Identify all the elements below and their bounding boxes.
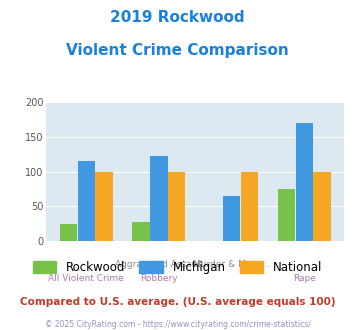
Bar [95, 172, 113, 241]
Text: All Violent Crime: All Violent Crime [48, 274, 124, 283]
Bar [313, 172, 331, 241]
Bar [60, 224, 77, 241]
Bar [168, 172, 185, 241]
Text: Violent Crime Comparison: Violent Crime Comparison [66, 43, 289, 58]
Bar [296, 123, 313, 241]
Text: Murder & Mans...: Murder & Mans... [193, 260, 270, 269]
Bar [132, 222, 150, 241]
Bar [223, 196, 240, 241]
Bar [77, 160, 95, 241]
Bar [278, 189, 295, 241]
Text: Aggravated Assault: Aggravated Assault [115, 260, 203, 269]
Bar [241, 172, 258, 241]
Bar [150, 156, 168, 241]
Text: Compared to U.S. average. (U.S. average equals 100): Compared to U.S. average. (U.S. average … [20, 297, 335, 307]
Text: Rape: Rape [293, 274, 316, 283]
Text: © 2025 CityRating.com - https://www.cityrating.com/crime-statistics/: © 2025 CityRating.com - https://www.city… [45, 320, 310, 329]
Legend: Rockwood, Michigan, National: Rockwood, Michigan, National [33, 261, 322, 274]
Text: 2019 Rockwood: 2019 Rockwood [110, 10, 245, 25]
Text: Robbery: Robbery [140, 274, 178, 283]
